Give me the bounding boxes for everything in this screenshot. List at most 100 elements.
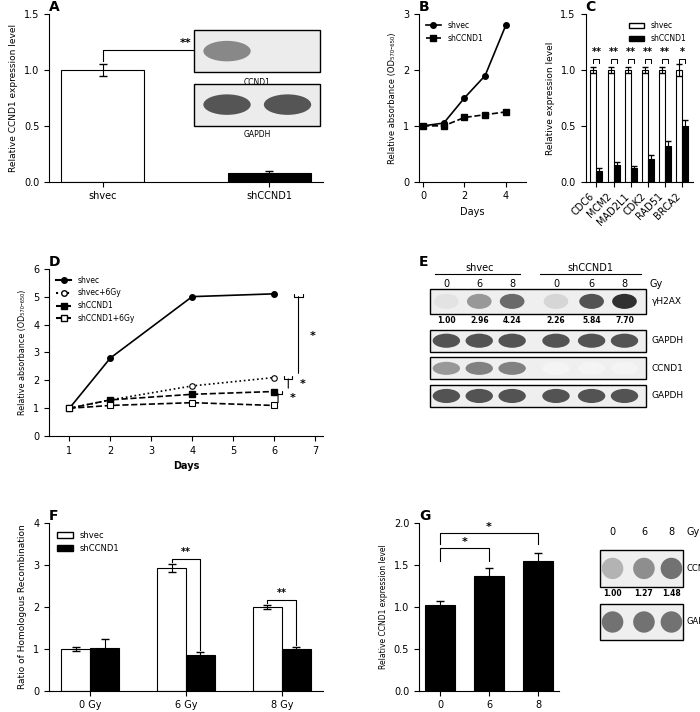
Text: 7.70: 7.70 bbox=[615, 315, 634, 325]
shCCND1 bbox=[65, 404, 74, 412]
Bar bbox=[659, 70, 665, 182]
Legend: shvec, shCCND1: shvec, shCCND1 bbox=[626, 18, 690, 46]
Y-axis label: Relative absorbance (OD₅₇₀-₆₅₀): Relative absorbance (OD₅₇₀-₆₅₀) bbox=[389, 32, 398, 164]
Line: shvec: shvec bbox=[66, 291, 276, 411]
shCCND1 bbox=[481, 110, 489, 119]
shvec bbox=[188, 293, 197, 301]
shvec bbox=[106, 354, 115, 362]
Text: **: ** bbox=[626, 47, 636, 57]
Text: 6: 6 bbox=[589, 279, 595, 289]
Text: shCCND1: shCCND1 bbox=[567, 263, 613, 273]
Text: *: * bbox=[289, 393, 295, 403]
shvec bbox=[65, 404, 74, 412]
Text: **: ** bbox=[181, 547, 191, 557]
Bar bbox=[614, 165, 620, 182]
Bar bbox=[186, 655, 215, 691]
Text: 1.48: 1.48 bbox=[662, 589, 681, 597]
shCCND1+6Gy bbox=[270, 401, 278, 409]
Text: 6: 6 bbox=[476, 279, 482, 289]
Bar bbox=[682, 126, 688, 182]
Line: shCCND1: shCCND1 bbox=[66, 389, 276, 411]
Legend: shvec, shCCND1: shvec, shCCND1 bbox=[53, 528, 122, 556]
shCCND1 bbox=[106, 396, 115, 404]
shvec bbox=[270, 290, 278, 298]
Ellipse shape bbox=[611, 362, 638, 375]
Line: shCCND1: shCCND1 bbox=[420, 109, 508, 129]
Bar bbox=[631, 168, 637, 182]
Text: **: ** bbox=[660, 47, 670, 57]
Text: *: * bbox=[310, 330, 316, 341]
Ellipse shape bbox=[542, 362, 570, 375]
Ellipse shape bbox=[602, 557, 623, 579]
Line: shvec+6Gy: shvec+6Gy bbox=[66, 375, 276, 411]
Ellipse shape bbox=[661, 557, 682, 579]
Bar bbox=[676, 70, 682, 182]
Ellipse shape bbox=[433, 334, 460, 347]
Text: B: B bbox=[419, 0, 430, 14]
Bar bbox=[90, 647, 119, 691]
Text: 2.26: 2.26 bbox=[547, 315, 566, 325]
Bar bbox=[426, 605, 455, 691]
shvec bbox=[460, 94, 468, 103]
shCCND1+6Gy bbox=[188, 399, 197, 407]
Ellipse shape bbox=[544, 294, 568, 309]
Ellipse shape bbox=[433, 362, 460, 375]
Bar bbox=[596, 170, 603, 182]
Y-axis label: Relative absorbance (OD₅₇₀-₆₅₀): Relative absorbance (OD₅₇₀-₆₅₀) bbox=[18, 290, 27, 415]
Ellipse shape bbox=[467, 294, 491, 309]
Legend: shvec, shvec+6Gy, shCCND1, shCCND1+6Gy: shvec, shvec+6Gy, shCCND1, shCCND1+6Gy bbox=[52, 273, 138, 326]
Ellipse shape bbox=[580, 294, 604, 309]
Bar bbox=[608, 70, 614, 182]
Text: **: ** bbox=[180, 38, 192, 48]
Bar bbox=[62, 70, 144, 182]
X-axis label: Days: Days bbox=[173, 461, 200, 471]
Text: *: * bbox=[486, 522, 492, 532]
shCCND1 bbox=[440, 122, 448, 130]
Y-axis label: Relative expression level: Relative expression level bbox=[546, 41, 555, 155]
Bar bbox=[253, 607, 282, 691]
Text: 6: 6 bbox=[641, 527, 647, 537]
Text: **: ** bbox=[643, 47, 653, 57]
Ellipse shape bbox=[611, 389, 638, 403]
Text: F: F bbox=[49, 509, 59, 523]
Text: *: * bbox=[300, 379, 305, 389]
shCCND1 bbox=[460, 113, 468, 122]
Text: **: ** bbox=[276, 587, 287, 597]
Text: shvec: shvec bbox=[465, 263, 493, 273]
Bar bbox=[600, 604, 683, 640]
Text: 8: 8 bbox=[509, 279, 515, 289]
Text: 0: 0 bbox=[553, 279, 559, 289]
Text: 8: 8 bbox=[622, 279, 628, 289]
Ellipse shape bbox=[466, 334, 493, 347]
Text: 0: 0 bbox=[443, 279, 449, 289]
Bar bbox=[282, 649, 311, 691]
Bar bbox=[648, 159, 654, 182]
Text: **: ** bbox=[592, 47, 601, 57]
Text: 4.24: 4.24 bbox=[503, 315, 522, 325]
Text: 8: 8 bbox=[668, 527, 675, 537]
Bar bbox=[524, 561, 553, 691]
Bar bbox=[665, 146, 671, 182]
Text: Gy: Gy bbox=[686, 527, 699, 537]
Y-axis label: Ratio of Homologous Recombination: Ratio of Homologous Recombination bbox=[18, 525, 27, 689]
Text: γH2AX: γH2AX bbox=[652, 297, 682, 306]
Ellipse shape bbox=[498, 334, 526, 347]
Text: A: A bbox=[49, 0, 60, 14]
Text: GAPDH: GAPDH bbox=[686, 617, 700, 627]
Ellipse shape bbox=[661, 612, 682, 633]
shCCND1 bbox=[188, 390, 197, 399]
shvec bbox=[481, 71, 489, 80]
Ellipse shape bbox=[611, 334, 638, 347]
Text: GAPDH: GAPDH bbox=[652, 336, 684, 345]
Text: *: * bbox=[461, 537, 468, 547]
Ellipse shape bbox=[498, 362, 526, 375]
Ellipse shape bbox=[633, 557, 655, 579]
Text: CCND1: CCND1 bbox=[686, 564, 700, 573]
Bar bbox=[228, 173, 311, 182]
shvec bbox=[419, 122, 427, 130]
Ellipse shape bbox=[500, 294, 524, 309]
Bar bbox=[62, 649, 90, 691]
shvec+6Gy bbox=[188, 382, 197, 390]
Legend: shvec, shCCND1: shvec, shCCND1 bbox=[423, 18, 486, 46]
Bar bbox=[590, 70, 596, 182]
